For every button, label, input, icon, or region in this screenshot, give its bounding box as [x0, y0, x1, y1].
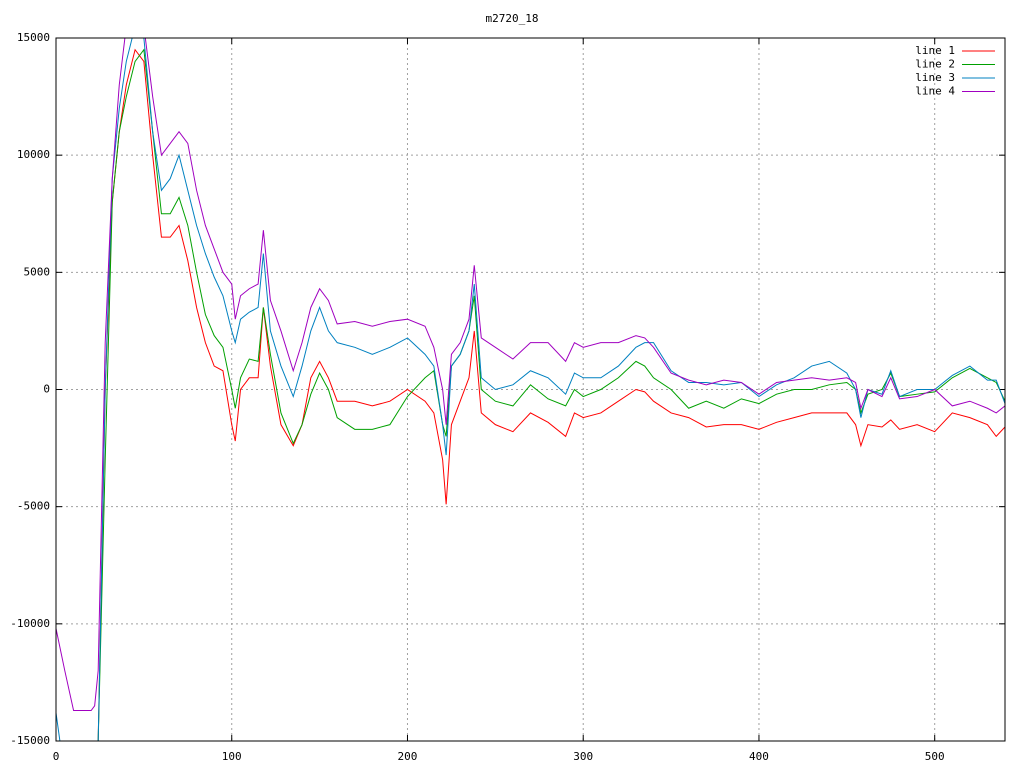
x-tick-label: 0 — [53, 750, 60, 763]
legend-label: line 3 — [915, 71, 955, 84]
y-tick-label: 10000 — [17, 148, 50, 161]
data-line — [97, 48, 1005, 741]
legend-label: line 2 — [915, 58, 955, 71]
data-line — [56, 38, 1005, 741]
y-tick-label: 5000 — [24, 265, 51, 278]
data-line — [97, 48, 1005, 741]
data-line — [56, 38, 1005, 712]
chart-title: m2720_18 — [486, 12, 539, 25]
y-tick-label: -5000 — [17, 500, 50, 513]
plot-area — [56, 38, 1005, 741]
y-tick-label: 0 — [43, 383, 50, 396]
legend-label: line 1 — [915, 44, 955, 57]
plot-border — [55, 37, 1006, 742]
x-tick-label: 400 — [749, 750, 769, 763]
y-tick-label: 15000 — [17, 31, 50, 44]
x-tick-label: 500 — [925, 750, 945, 763]
legend-label: line 4 — [915, 85, 955, 98]
x-tick-label: 100 — [222, 750, 242, 763]
y-tick-label: -15000 — [10, 734, 50, 747]
grid — [55, 37, 1005, 742]
x-tick-label: 200 — [398, 750, 418, 763]
x-tick-label: 300 — [573, 750, 593, 763]
y-tick-label: -10000 — [10, 617, 50, 630]
